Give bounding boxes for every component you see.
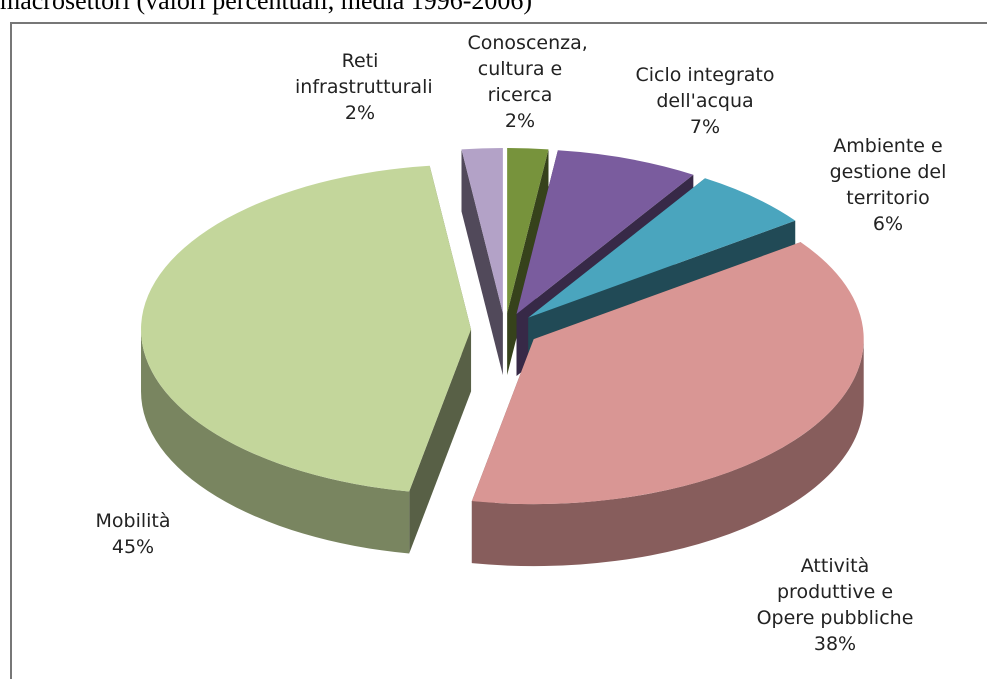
slice-label: Reti infrastrutturali 2% [295, 48, 433, 126]
slice [461, 148, 503, 314]
slice-label: Ambiente e gestione del territorio 6% [813, 133, 963, 237]
value-label: 2% [344, 102, 376, 124]
slice-label: Attività produttive e Opere pubbliche 38% [750, 553, 920, 657]
category-label: Ambiente e gestione del territorio [829, 135, 947, 209]
value-label: 7% [689, 116, 721, 138]
slice [528, 178, 796, 318]
slice-label: Mobilità 45% [73, 508, 193, 560]
chart-frame [10, 22, 987, 679]
chart-title: macrosettori (valori percentuali, media … [0, 0, 533, 15]
value-label: 45% [111, 536, 155, 558]
slice [141, 165, 472, 492]
slice [516, 150, 694, 315]
slice-label: Ciclo integrato dell'acqua 7% [620, 62, 790, 140]
category-label: Ciclo integrato dell'acqua [635, 64, 775, 112]
value-label: 38% [813, 633, 857, 655]
category-label: Reti infrastrutturali [295, 50, 433, 98]
slice-side [141, 329, 410, 554]
slice [471, 242, 864, 505]
category-label: Mobilità [95, 510, 171, 532]
slice [507, 148, 549, 314]
slice-edge [409, 329, 472, 554]
value-label: 2% [504, 110, 536, 132]
slice-side [471, 339, 864, 567]
category-label: Conoscenza, cultura e ricerca [467, 32, 588, 106]
slice-label: Conoscenza, cultura e ricerca 2% [467, 30, 588, 134]
value-label: 6% [872, 213, 904, 235]
slice-edge [461, 149, 503, 376]
category-label: Attività produttive e Opere pubbliche [756, 555, 914, 629]
